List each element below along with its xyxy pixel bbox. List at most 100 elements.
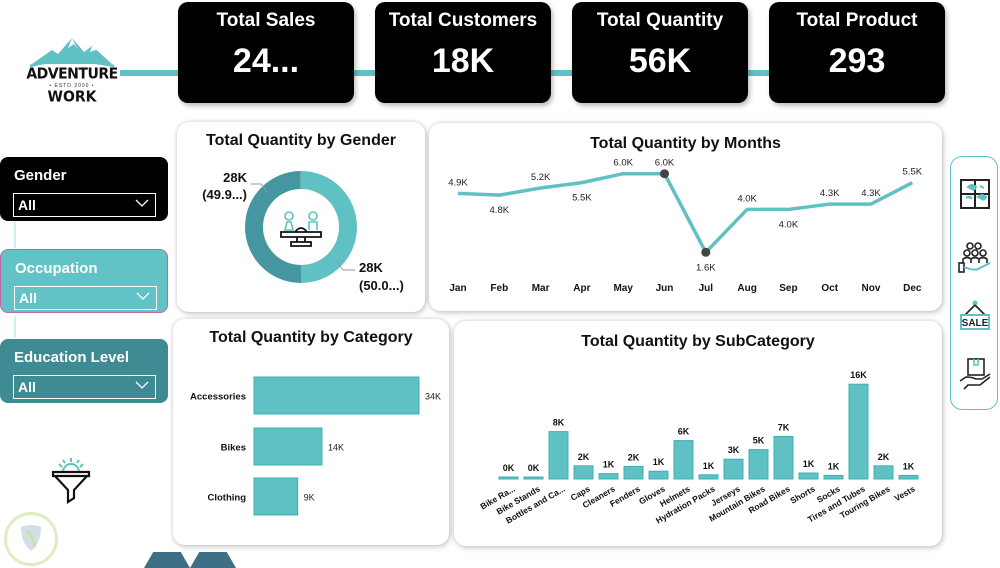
occupation-dropdown[interactable]: All xyxy=(14,286,157,310)
data-label: 2K xyxy=(628,452,640,462)
bar xyxy=(823,474,844,480)
brand-tagline: • ESTD 2000 • xyxy=(49,83,95,89)
data-label: 2K xyxy=(878,452,890,462)
dropdown-value: All xyxy=(18,379,36,395)
data-label: 3K xyxy=(728,445,740,455)
kpi-value: 293 xyxy=(828,42,886,80)
mountain-icon xyxy=(29,38,115,68)
data-label: 4.8K xyxy=(490,205,510,216)
data-label: 7K xyxy=(778,422,790,432)
chevron-down-icon xyxy=(136,292,150,300)
x-tick-label: Sep xyxy=(779,283,797,294)
dropdown-value: All xyxy=(19,290,37,306)
brand-logo: ADVENTURE • ESTD 2000 • WORK xyxy=(22,30,122,110)
bar xyxy=(253,427,323,466)
kpi-value: 24... xyxy=(232,42,300,80)
x-tick-label: Jul xyxy=(699,283,714,294)
female-body xyxy=(283,221,295,231)
product-icon[interactable] xyxy=(958,357,992,391)
watermark-logo xyxy=(4,512,58,566)
bar xyxy=(673,440,694,480)
x-tick-label: Dec xyxy=(903,283,922,294)
y-tick-label: Bikes xyxy=(221,443,246,454)
subcategory-bar-panel: Total Quantity by SubCategory 0K Bike Ra.… xyxy=(454,321,942,546)
chart-title: Total Quantity by Gender xyxy=(206,132,396,149)
bar xyxy=(773,435,794,480)
dropdown-value: All xyxy=(18,197,36,213)
data-label: 4.0K xyxy=(779,219,799,230)
x-tick-label: Oct xyxy=(821,283,838,294)
customers-icon[interactable] xyxy=(958,239,992,273)
education-level-dropdown[interactable]: All xyxy=(13,375,156,399)
bar xyxy=(548,431,569,480)
data-label: 1K xyxy=(828,461,840,471)
bar xyxy=(873,465,894,480)
leader-line xyxy=(336,261,355,271)
sale-icon[interactable]: SALE xyxy=(958,299,992,333)
data-label: 1K xyxy=(653,457,665,467)
bar xyxy=(498,476,519,480)
data-label: 1K xyxy=(803,459,815,469)
chevron-down-icon xyxy=(135,381,149,389)
donut-slice xyxy=(244,171,301,283)
x-tick-label: Jun xyxy=(656,283,674,294)
data-label: 4.3K xyxy=(820,188,840,199)
x-tick-label: Shorts xyxy=(788,483,817,505)
brand-name-line2: WORK xyxy=(47,88,97,106)
donut-pct-label: (49.9...) xyxy=(202,187,247,202)
donut-pct-label: (50.0...) xyxy=(359,278,404,293)
data-label: 5.2K xyxy=(531,172,551,183)
dashboard-icon[interactable] xyxy=(958,177,992,211)
data-label: 5.5K xyxy=(903,167,923,178)
x-tick-label: Apr xyxy=(573,283,590,294)
shield-icon xyxy=(21,525,41,551)
slicer-connector xyxy=(14,222,16,248)
leader-line xyxy=(251,183,268,193)
data-label: 5K xyxy=(753,436,765,446)
x-tick-label: Jan xyxy=(449,283,466,294)
x-tick-label: Feb xyxy=(490,283,508,294)
gender-balance-icon xyxy=(280,211,322,247)
x-tick-label: May xyxy=(613,283,633,294)
data-label: 4.3K xyxy=(861,188,881,199)
donut-label: 28K xyxy=(223,170,247,185)
brand-name-line1: ADVENTURE xyxy=(26,65,118,83)
x-tick-label: Aug xyxy=(737,283,756,294)
data-label: 0K xyxy=(503,463,515,473)
data-label: 1K xyxy=(703,461,715,471)
kpi-card-total-sales: Total Sales 24... xyxy=(178,2,354,103)
kpi-card-total-product: Total Product 293 xyxy=(769,2,945,103)
chart-title: Total Quantity by Category xyxy=(209,329,413,346)
page-tab-1[interactable] xyxy=(144,552,190,568)
x-tick-label: Vests xyxy=(892,483,916,503)
kpi-title: Total Customers xyxy=(388,10,538,31)
slicer-label: Occupation xyxy=(15,260,98,277)
category-bar-chart: Accessories 34K Bikes 14K Clothing 9K xyxy=(190,376,441,516)
data-label: 9K xyxy=(304,493,315,503)
chart-title: Total Quantity by Months xyxy=(590,135,781,152)
data-label: 14K xyxy=(328,443,344,453)
gender-donut-chart: 28K (49.9...) 28K (50.0...) xyxy=(202,170,404,293)
data-label: 6K xyxy=(678,427,690,437)
kpi-title: Total Product xyxy=(796,10,918,31)
bar xyxy=(253,376,420,415)
slicer-gender: Gender All xyxy=(0,157,168,221)
kpi-title: Total Quantity xyxy=(596,10,724,31)
page-tab-2[interactable] xyxy=(190,552,236,568)
data-label: 1.6K xyxy=(696,262,716,273)
chart-title: Total Quantity by SubCategory xyxy=(581,333,815,350)
data-label: 2K xyxy=(578,452,590,462)
gender-donut-panel: Total Quantity by Gender 28K (49.9...) 28K… xyxy=(177,122,425,312)
filter-settings-icon[interactable] xyxy=(50,454,92,504)
x-tick-label: Mar xyxy=(532,283,550,294)
data-point xyxy=(701,247,711,257)
data-label: 34K xyxy=(425,392,441,402)
gender-dropdown[interactable]: All xyxy=(13,193,156,217)
bar xyxy=(523,476,544,480)
data-label: 6.0K xyxy=(613,158,633,169)
data-label: 4.0K xyxy=(737,193,757,204)
bar xyxy=(253,477,299,516)
data-label: 8K xyxy=(553,418,565,428)
slicer-occupation: Occupation All xyxy=(0,249,168,313)
bar xyxy=(898,474,919,480)
